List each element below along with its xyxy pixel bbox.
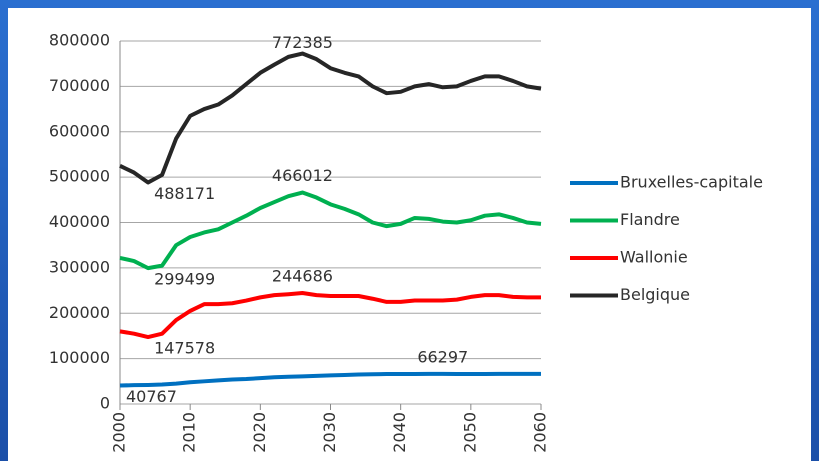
legend-label: Bruxelles-capitale bbox=[620, 173, 763, 192]
series-line bbox=[119, 371, 541, 388]
legend-label: Wallonie bbox=[620, 248, 688, 267]
series-line bbox=[119, 190, 542, 271]
x-tick-label: 2030 bbox=[320, 412, 339, 453]
x-tick-label: 2040 bbox=[390, 412, 409, 453]
data-label: 488171 bbox=[154, 184, 215, 203]
legend-label: Belgique bbox=[620, 285, 690, 304]
y-tick-label: 800000 bbox=[49, 31, 110, 50]
data-label: 244686 bbox=[272, 266, 333, 285]
x-tick-label: 2010 bbox=[180, 412, 199, 453]
data-label: 772385 bbox=[272, 33, 333, 52]
data-label: 299499 bbox=[154, 270, 215, 289]
x-tick-label: 2000 bbox=[110, 412, 129, 453]
series-line bbox=[119, 290, 541, 340]
y-tick-label: 300000 bbox=[49, 257, 110, 276]
y-tick-label: 600000 bbox=[49, 121, 110, 140]
series-line bbox=[119, 51, 542, 185]
data-label: 40767 bbox=[126, 387, 177, 406]
x-tick-label: 2060 bbox=[531, 412, 550, 453]
data-label: 147578 bbox=[154, 339, 215, 358]
legend-label: Flandre bbox=[620, 210, 680, 229]
y-tick-label: 200000 bbox=[49, 303, 110, 322]
y-tick-label: 0 bbox=[100, 394, 110, 413]
data-label: 66297 bbox=[417, 347, 468, 366]
y-tick-label: 100000 bbox=[49, 348, 110, 367]
y-tick-label: 500000 bbox=[49, 167, 110, 186]
y-tick-label: 400000 bbox=[49, 212, 110, 231]
data-label: 466012 bbox=[272, 166, 333, 185]
y-tick-label: 700000 bbox=[49, 76, 110, 95]
x-tick-label: 2050 bbox=[460, 412, 479, 453]
x-tick-label: 2020 bbox=[250, 412, 269, 453]
